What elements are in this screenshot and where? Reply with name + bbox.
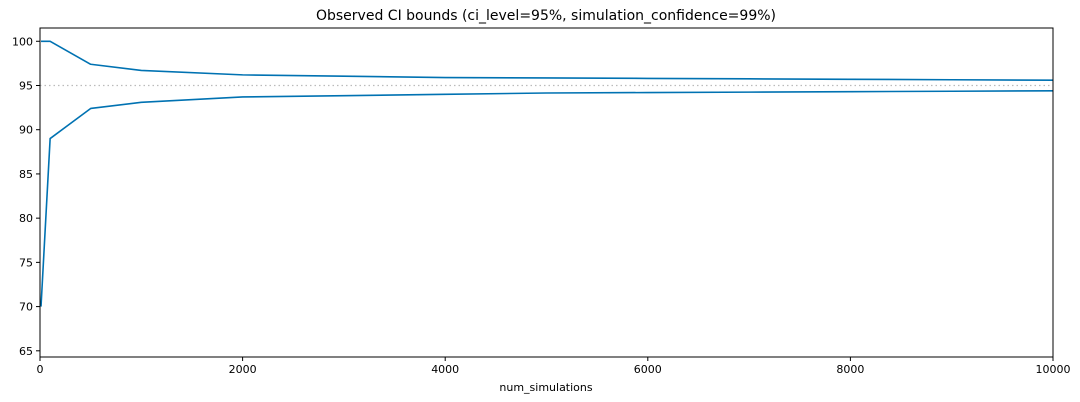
y-tick-label: 95 [19,79,33,92]
x-tick-label: 2000 [229,363,257,376]
x-tick-label: 10000 [1036,363,1071,376]
x-axis-label: num_simulations [499,381,593,394]
y-tick-label: 85 [19,168,33,181]
y-tick-label: 75 [19,256,33,269]
x-tick-label: 6000 [634,363,662,376]
y-tick-label: 70 [19,301,33,314]
plot-area: 0 2000 4000 6000 8000 10000 65 70 75 80 85 90 95 100 [12,27,1071,376]
x-tick-label: 0 [37,363,44,376]
x-tick-label: 4000 [431,363,459,376]
x-tick-label: 8000 [836,363,864,376]
y-tick-label: 65 [19,345,33,358]
y-tick-label: 90 [19,124,33,137]
plot-frame [39,27,1054,358]
y-tick-label: 80 [19,212,33,225]
series-line-lower-bound [40,89,1054,307]
series-line-upper-bound [41,40,1054,81]
chart-title: Observed CI bounds (ci_level=95%, simula… [316,8,776,24]
y-tick-label: 100 [12,35,33,48]
